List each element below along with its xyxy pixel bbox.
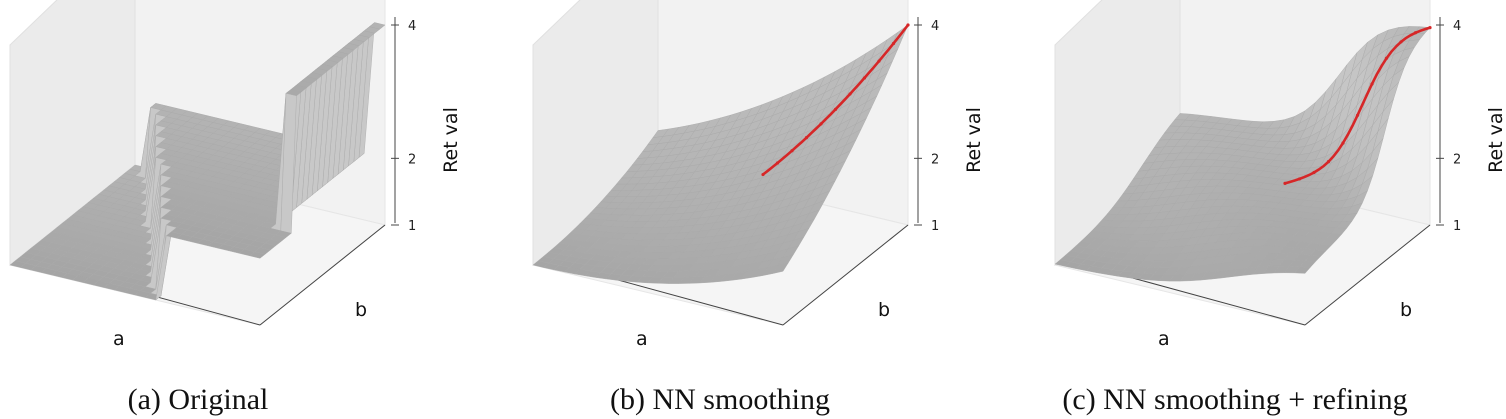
highlight-point [848, 92, 852, 96]
z-tick-label: 1 [408, 219, 416, 234]
highlight-point [862, 76, 867, 80]
highlight-point [1283, 181, 1287, 185]
y-axis-label: b [878, 299, 890, 321]
highlight-point [790, 149, 794, 153]
highlight-point [1413, 31, 1418, 35]
z-tick-label: 1 [1453, 219, 1461, 234]
highlight-point [906, 23, 910, 27]
surface-facet [772, 262, 789, 274]
panel-caption: (a) Original [128, 383, 269, 416]
highlight-point [1370, 82, 1374, 86]
highlight-point [761, 172, 765, 177]
z-tick-label: 2 [931, 152, 939, 167]
z-axis-label: Ret val [440, 107, 462, 173]
panel-caption: (c) NN smoothing + refining [1062, 383, 1407, 416]
surface [9, 22, 386, 301]
highlight-point [1312, 170, 1316, 175]
highlight-point [891, 41, 896, 46]
highlight-point [833, 107, 838, 111]
highlight-point [1326, 160, 1331, 164]
y-axis-label: b [355, 299, 367, 321]
x-axis-label: a [636, 328, 648, 350]
y-axis-line [782, 224, 909, 326]
highlight-point [1355, 113, 1360, 117]
x-axis-label: a [113, 328, 125, 350]
panel-caption: (b) NN smoothing [610, 383, 830, 416]
highlight-point [804, 136, 809, 140]
highlight-point [1428, 26, 1432, 30]
chart-panel-3: 1 2 4 a b Ret val (c) NN smoothing + refining [1053, 0, 1506, 416]
z-axis-label: Ret val [1485, 107, 1506, 173]
highlight-point [1399, 40, 1403, 44]
highlight-point [775, 161, 780, 165]
y-axis-label: b [1400, 299, 1412, 321]
y-axis-line [259, 224, 386, 326]
y-axis-line [1304, 224, 1431, 326]
z-tick-label: 2 [1453, 152, 1461, 167]
z-tick-label: 4 [931, 19, 939, 34]
chart-panel-2: 1 2 4 a b Ret val (b) NN smoothing [531, 0, 985, 416]
z-tick-label: 4 [408, 19, 416, 34]
x-axis-label: a [1158, 328, 1170, 350]
highlight-point [1297, 177, 1302, 181]
z-tick-label: 1 [931, 219, 939, 234]
highlight-point [1341, 141, 1345, 145]
surface-facet [1294, 266, 1311, 274]
z-tick-label: 2 [408, 152, 416, 167]
z-axis-label: Ret val [963, 107, 985, 173]
highlight-point [877, 59, 881, 63]
z-tick-label: 4 [1453, 19, 1461, 34]
highlight-point [1384, 56, 1389, 60]
chart-panel-1: 1 2 4 a b Ret val (a) Original [8, 0, 462, 416]
highlight-point [819, 122, 823, 126]
surface-facet [249, 251, 266, 259]
surface [532, 24, 909, 284]
